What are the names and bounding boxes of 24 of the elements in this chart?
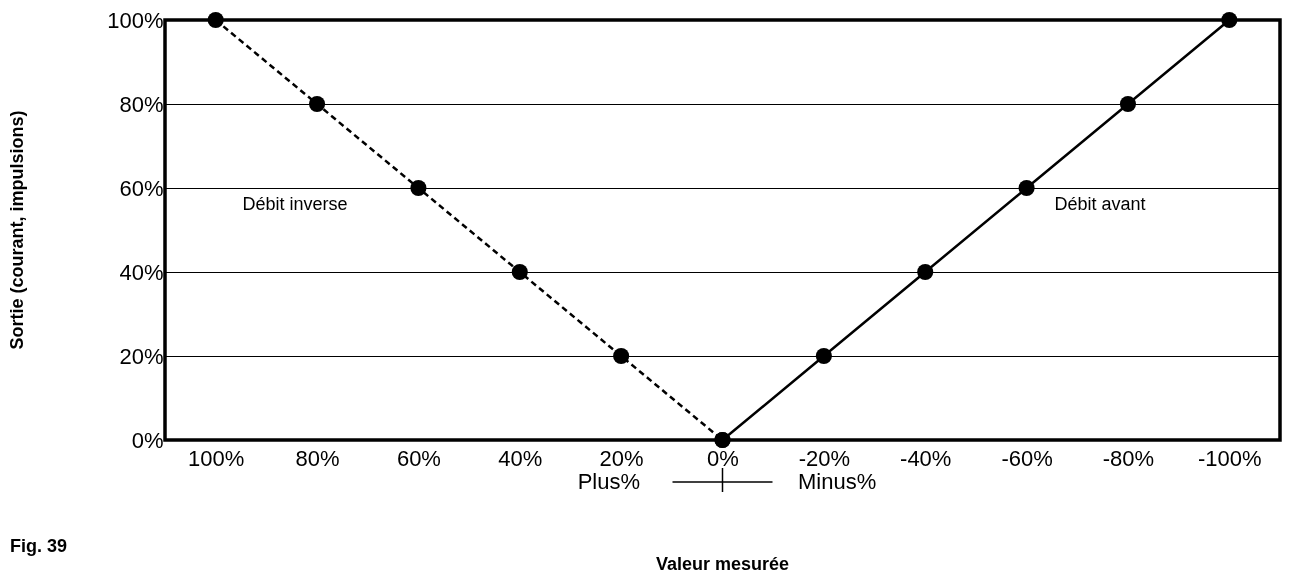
- y-tick-label: 60%: [119, 175, 164, 201]
- x-tick-label: -20%: [798, 445, 851, 471]
- y-tick-label: 40%: [119, 259, 164, 285]
- y-tick-label: 0%: [131, 427, 164, 453]
- x-tick-label: -60%: [1001, 445, 1053, 471]
- caption: Fig. 39: [10, 536, 68, 556]
- x-tick-label: -40%: [900, 445, 952, 471]
- y-axis-title: Sortie (courant, impulsions): [7, 110, 27, 350]
- text: Plus%: [577, 469, 640, 494]
- annotation: Débit inverse: [242, 194, 348, 214]
- x-tick-label: 20%: [599, 445, 644, 471]
- text: Minus%: [798, 469, 877, 494]
- y-tick-label: 100%: [107, 7, 164, 33]
- annotation: Débit avant: [1054, 194, 1146, 214]
- y-tick-label: 80%: [119, 91, 164, 117]
- x-tick-label: 0%: [707, 445, 739, 471]
- y-tick-label: 20%: [119, 343, 164, 369]
- x-tick-label: -100%: [1198, 445, 1262, 471]
- x-tick-label: 100%: [188, 445, 245, 471]
- x-tick-label: 60%: [396, 445, 441, 471]
- x-tick-label: 40%: [498, 445, 543, 471]
- x-tick-label: 80%: [295, 445, 340, 471]
- x-axis-title: Valeur mesurée: [655, 554, 790, 574]
- x-tick-label: -80%: [1102, 445, 1155, 471]
